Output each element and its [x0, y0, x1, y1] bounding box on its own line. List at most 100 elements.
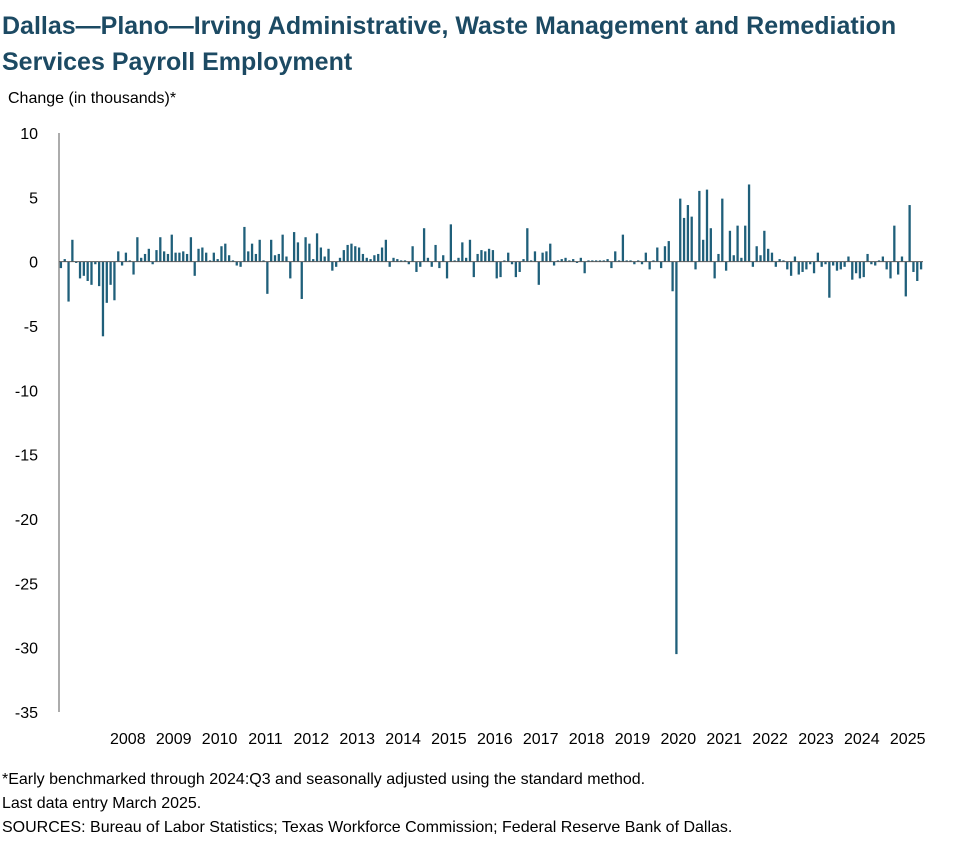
bar: [805, 261, 808, 270]
bar: [904, 261, 907, 297]
bar: [285, 256, 288, 262]
bar: [587, 260, 590, 262]
bar: [484, 251, 487, 262]
bar: [778, 259, 781, 262]
bar: [59, 261, 63, 269]
bar: [499, 261, 502, 278]
bar: [675, 261, 678, 655]
bar: [870, 261, 873, 265]
y-tick-label: -10: [15, 383, 38, 400]
bar: [843, 261, 846, 267]
bar: [262, 260, 265, 262]
bar: [755, 246, 758, 262]
bar: [136, 237, 139, 262]
x-tick-label: 2008: [110, 731, 146, 748]
bar: [120, 261, 124, 266]
bar: [640, 261, 644, 265]
bar: [889, 261, 892, 279]
y-tick-label: 5: [29, 190, 38, 207]
bar: [419, 261, 422, 267]
bar: [591, 260, 594, 262]
bar: [663, 246, 667, 262]
bar: [82, 261, 85, 276]
bar: [782, 260, 785, 262]
y-tick-label: -30: [15, 641, 38, 658]
bar: [491, 250, 495, 262]
bar: [323, 256, 326, 262]
bar: [449, 224, 452, 262]
bar: [625, 260, 628, 262]
bar: [143, 253, 147, 262]
bar: [465, 257, 468, 262]
bar: [201, 247, 204, 262]
y-tick-label: -35: [15, 705, 38, 722]
bar: [564, 257, 567, 262]
bar: [801, 261, 804, 272]
bar: [63, 259, 66, 262]
y-tick-label: 0: [29, 255, 38, 272]
bar: [759, 255, 762, 262]
bar: [357, 247, 361, 262]
bar: [147, 248, 150, 262]
bar: [614, 251, 617, 262]
bar: [893, 225, 896, 262]
bar: [797, 261, 800, 275]
bar: [166, 253, 170, 262]
bar: [816, 252, 820, 262]
y-axis-ticks: 10 5 0 -5 -10 -15 -20 -25 -30 -35: [15, 126, 38, 722]
bar: [354, 246, 357, 262]
bar: [537, 261, 540, 285]
x-tick-label: 2021: [706, 731, 742, 748]
bar: [839, 261, 842, 270]
bar: [71, 239, 74, 262]
x-tick-label: 2010: [202, 731, 238, 748]
bar: [526, 228, 529, 262]
bar: [94, 261, 97, 265]
x-tick-label: 2022: [752, 731, 788, 748]
bar: [919, 261, 923, 270]
y-tick-label: 10: [20, 126, 38, 143]
bar: [518, 261, 521, 272]
bar: [67, 261, 70, 302]
bar: [128, 260, 131, 262]
x-tick-label: 2013: [339, 731, 375, 748]
bar: [617, 260, 621, 262]
bar: [315, 233, 319, 262]
x-tick-label: 2024: [844, 731, 880, 748]
bar: [828, 261, 831, 298]
bar: [648, 261, 651, 270]
x-tick-label: 2015: [431, 731, 467, 748]
bar: [747, 184, 751, 262]
bar: [545, 251, 548, 262]
bar: [472, 261, 475, 278]
bar: [247, 251, 250, 262]
bar: [227, 255, 231, 262]
bar: [900, 256, 904, 262]
bar: [656, 247, 659, 262]
bar: [809, 261, 812, 265]
bars: [59, 184, 923, 655]
bar: [250, 243, 254, 262]
bar: [579, 257, 582, 262]
bar: [835, 261, 839, 271]
bar: [258, 239, 261, 262]
bar: [652, 260, 655, 262]
bar: [182, 251, 185, 262]
bar: [510, 261, 514, 265]
bar: [606, 259, 609, 262]
bar: [598, 260, 602, 262]
bar: [277, 253, 280, 262]
bar: [690, 216, 693, 262]
bar: [235, 261, 238, 266]
bar-chart: 10 5 0 -5 -10 -15 -20 -25 -30 -35 2008 2009 2010 201…: [15, 126, 926, 748]
axes: [58, 133, 923, 712]
bar: [75, 261, 78, 263]
bar: [300, 261, 303, 299]
bar: [461, 242, 464, 262]
bar: [682, 217, 686, 262]
bar: [847, 256, 850, 262]
bar: [507, 252, 510, 262]
bar: [736, 225, 739, 262]
bar: [78, 261, 82, 279]
bar: [266, 261, 269, 294]
